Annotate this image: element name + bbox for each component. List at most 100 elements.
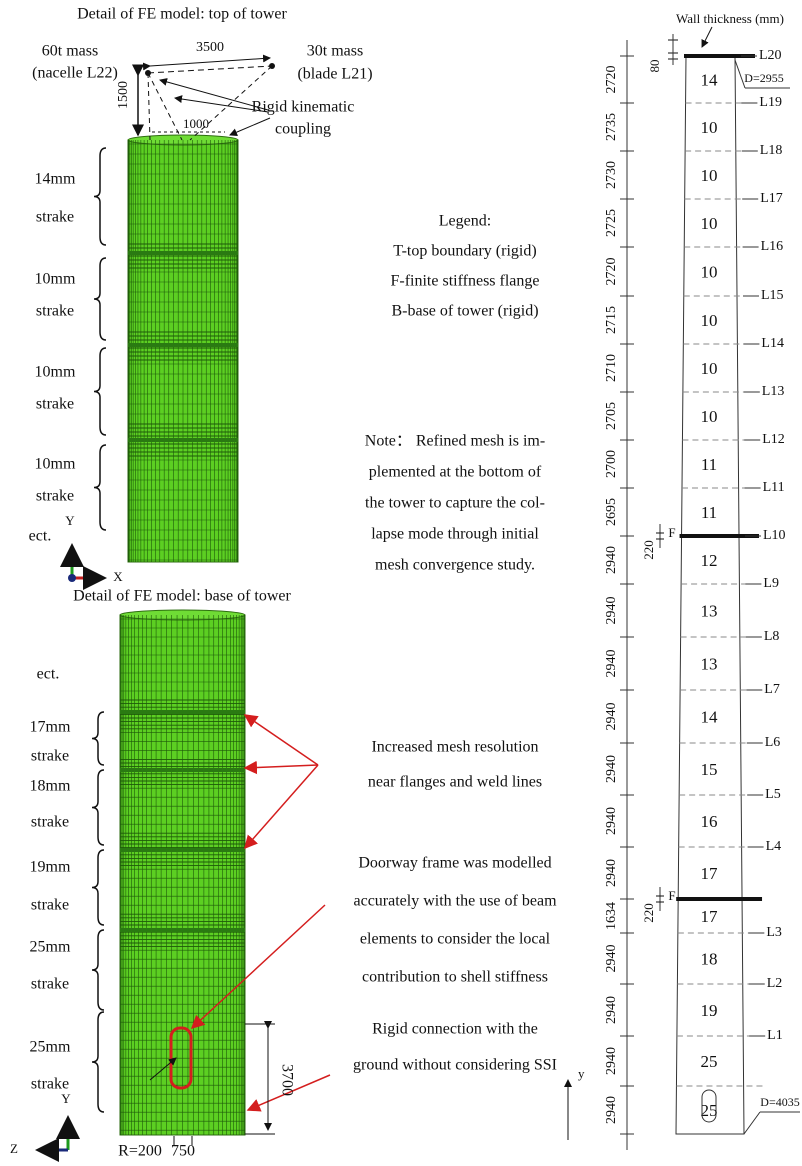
axis-origin <box>68 574 76 582</box>
label: ground without considering SSI <box>353 1057 557 1074</box>
label: L9 <box>763 576 779 591</box>
figure: Detail of FE model: top of tower60t mass… <box>0 0 802 1166</box>
flange-band <box>120 928 245 932</box>
label: Note： Refined mesh is im- <box>365 433 545 450</box>
label: y <box>578 1066 585 1081</box>
line <box>744 1112 760 1134</box>
label: 10 <box>701 311 718 330</box>
line <box>702 27 712 47</box>
label: 11 <box>701 455 717 474</box>
label: strake <box>36 488 74 505</box>
line <box>150 58 270 66</box>
label: 1634 <box>604 902 619 930</box>
label: strake <box>31 748 69 765</box>
label: mesh convergence study. <box>375 557 535 574</box>
label: 10 <box>701 214 718 233</box>
label: contribution to shell stiffness <box>362 969 548 986</box>
label: 2725 <box>604 209 619 237</box>
line <box>245 765 318 768</box>
label: B-base of tower (rigid) <box>391 303 538 320</box>
brace <box>92 930 104 1010</box>
label: 12 <box>701 551 718 570</box>
label: strake <box>36 396 74 413</box>
brace <box>92 850 104 925</box>
label: 13 <box>701 654 718 673</box>
label: plemented at the bottom of <box>369 464 542 481</box>
label: 2940 <box>604 1047 619 1075</box>
brace <box>92 1012 104 1112</box>
label: L14 <box>761 336 784 351</box>
label: L2 <box>767 976 783 991</box>
label: L19 <box>759 95 782 110</box>
label: L11 <box>763 480 785 495</box>
label: 2940 <box>604 597 619 625</box>
label: 2705 <box>604 402 619 430</box>
line <box>148 73 182 140</box>
label: strake <box>36 303 74 320</box>
label: 18mm <box>30 778 71 795</box>
label: 2715 <box>604 306 619 334</box>
label: 30t mass <box>307 43 363 60</box>
label: L7 <box>764 682 780 697</box>
label: L12 <box>762 432 785 447</box>
flange-band <box>128 438 238 442</box>
label: strake <box>36 209 74 226</box>
label: elements to consider the local <box>360 931 551 948</box>
brace <box>92 770 104 845</box>
label: 2720 <box>604 258 619 286</box>
label: 2735 <box>604 113 619 141</box>
label: 25 <box>701 1052 718 1071</box>
label: 2940 <box>604 996 619 1024</box>
label: 14 <box>701 70 719 89</box>
label: L4 <box>766 839 782 854</box>
label: 750 <box>171 1143 195 1160</box>
label: Increased mesh resolution <box>371 739 538 756</box>
label: coupling <box>275 121 331 138</box>
label: 25 <box>701 1101 718 1120</box>
line <box>245 715 318 765</box>
label: 1500 <box>116 81 131 109</box>
label: 15 <box>701 760 718 779</box>
label: 10 <box>701 359 718 378</box>
label: 18 <box>701 949 718 968</box>
fe-model <box>128 135 238 562</box>
flange-band <box>120 768 245 772</box>
label: 10 <box>701 118 718 137</box>
label: L8 <box>764 629 780 644</box>
label: 2940 <box>604 650 619 678</box>
label: Rigid connection with the <box>372 1021 538 1038</box>
label: L20 <box>759 48 782 63</box>
label: Detail of FE model: base of tower <box>73 588 291 605</box>
label: 220 <box>641 903 656 923</box>
label: 17 <box>701 907 719 926</box>
label: 17mm <box>30 719 71 736</box>
label: 10 <box>701 407 718 426</box>
label: 14 <box>701 707 719 726</box>
label: 2940 <box>604 1096 619 1124</box>
line <box>230 118 270 135</box>
label: L15 <box>761 288 784 303</box>
label: L16 <box>761 239 784 254</box>
label: 13 <box>701 601 718 620</box>
fe-model <box>120 610 245 1135</box>
label: L10 <box>763 528 786 543</box>
label: 2700 <box>604 450 619 478</box>
label: strake <box>31 897 69 914</box>
brace <box>94 348 106 435</box>
axis-label: Z <box>10 1141 18 1156</box>
label: 10mm <box>35 364 76 381</box>
label: the tower to capture the col- <box>365 495 545 512</box>
label: (blade L21) <box>297 66 372 83</box>
label: R=200 <box>118 1143 162 1160</box>
line <box>148 66 272 73</box>
label: lapse mode through initial <box>371 526 539 543</box>
label: F <box>668 888 675 903</box>
label: 2720 <box>604 66 619 94</box>
flange-band <box>120 848 245 852</box>
label: 2940 <box>604 546 619 574</box>
brace <box>94 258 106 340</box>
label: 19mm <box>30 859 71 876</box>
label: 2710 <box>604 354 619 382</box>
label: L6 <box>765 735 781 750</box>
label: 16 <box>701 812 718 831</box>
